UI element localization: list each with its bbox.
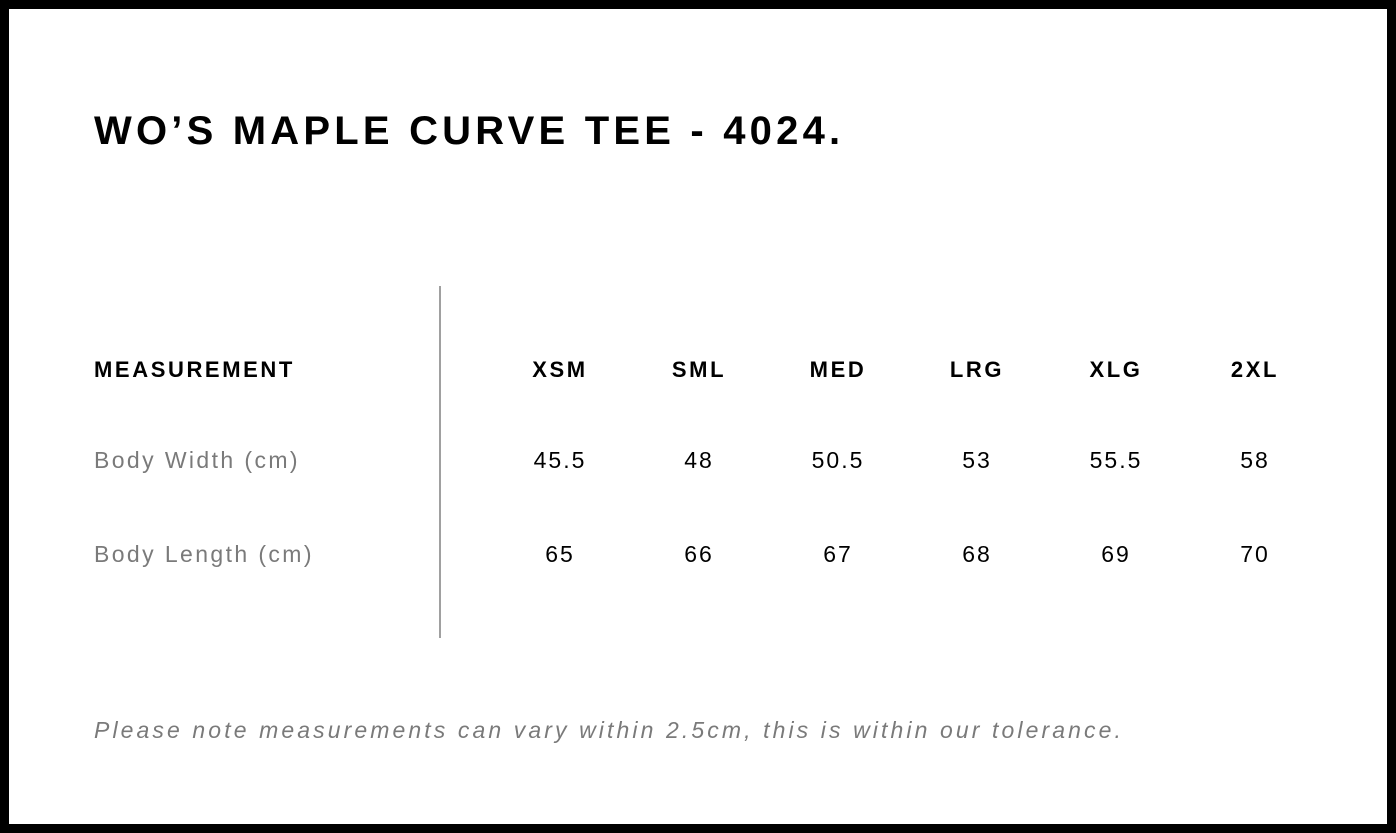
size-chart-card: WO’S MAPLE CURVE TEE - 4024. MEASUREMENT… [9,9,1387,824]
table-cell: 45.5 [533,447,587,473]
row-label-body-length: Body Length (cm) [94,541,314,567]
table-cell: 68 [962,541,992,567]
header-size-med: MED [809,357,867,382]
header-size-lrg: LRG [949,357,1005,382]
table-cell: 58 [1240,447,1270,473]
table-cell: 65 [545,541,575,567]
table-cell: 53 [962,447,992,473]
header-size-sml: SML [671,357,727,382]
tolerance-note: Please note measurements can vary within… [94,717,1125,743]
column-divider [439,286,441,638]
table-cell: 67 [823,541,853,567]
table-cell: 70 [1240,541,1270,567]
row-label-body-width: Body Width (cm) [94,447,300,473]
header-size-xlg: XLG [1089,357,1143,382]
header-measurement: MEASUREMENT [94,357,295,382]
header-size-2xl: 2XL [1230,357,1280,382]
table-cell: 50.5 [811,447,865,473]
table-cell: 55.5 [1089,447,1143,473]
table-cell: 48 [684,447,714,473]
page-title: WO’S MAPLE CURVE TEE - 4024. [94,109,845,153]
table-cell: 66 [684,541,714,567]
table-cell: 69 [1101,541,1131,567]
header-size-xsm: XSM [532,357,588,382]
